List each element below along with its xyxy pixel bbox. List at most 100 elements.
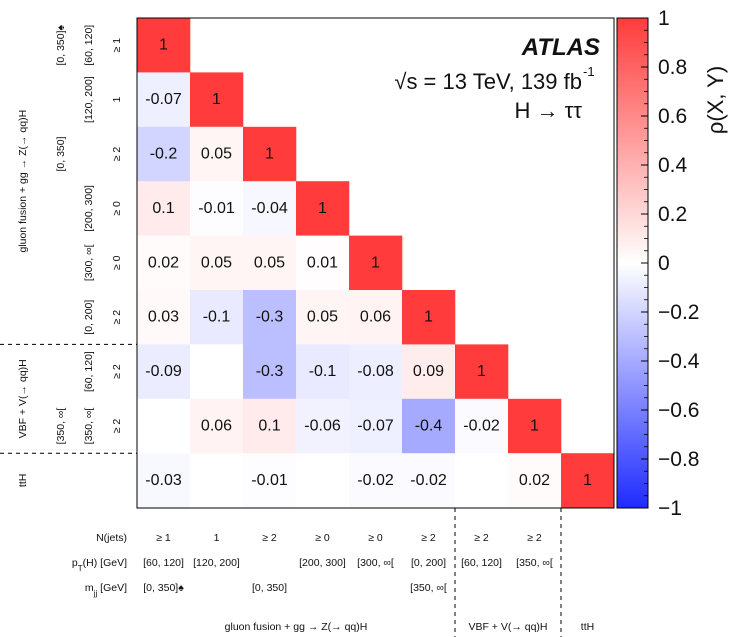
- matrix-cell: [296, 398, 350, 454]
- matrix-cell: [296, 181, 350, 236]
- matrix-cell-value: 0.05: [254, 254, 285, 271]
- matrix-cell-value: 1: [318, 200, 327, 217]
- colorbar-tick-label: 0.4: [658, 154, 688, 177]
- matrix-cell: [190, 398, 244, 454]
- colorbar-tick-label: −1: [658, 497, 682, 520]
- matrix-cell: [243, 181, 297, 236]
- bottom-pt-label: [350, ∞[: [516, 557, 553, 569]
- plot-annotation: ATLAS √s = 13 TeV, 139 fb -1 H → ττ: [394, 34, 600, 123]
- left-mjj-label: [0, 350]: [55, 136, 67, 171]
- bottom-group-label: gluon fusion + gg → Z(→ qq)H: [225, 621, 368, 633]
- matrix-cell: [137, 235, 191, 291]
- left-njets-label: ≥ 0: [111, 201, 123, 216]
- njets-axis-title: N(jets): [96, 532, 127, 544]
- pt-axis-title: pT(H) [GeV]: [72, 557, 127, 573]
- matrix-cell-value: -0.06: [304, 418, 341, 435]
- left-pt-label: [60, 120]: [83, 25, 95, 66]
- matrix-cell-value: 1: [212, 91, 221, 108]
- matrix-cell: [243, 126, 297, 182]
- matrix-cell-value: 0.09: [413, 363, 444, 380]
- left-group-label: VBF + V(→ qq)H: [17, 359, 29, 438]
- matrix-cell-value: -0.3: [256, 309, 284, 326]
- bottom-group-label: VBF + V(→ qq)H: [468, 621, 547, 633]
- matrix-cell: [349, 453, 403, 508]
- matrix-cell: [508, 453, 562, 508]
- matrix-cell-value: -0.01: [198, 200, 235, 217]
- matrix-cell-value: 0.05: [201, 146, 232, 163]
- matrix-cell-value: 0.01: [307, 254, 338, 271]
- matrix-cell: [296, 290, 350, 345]
- left-pt-label: [120, 200]: [83, 76, 95, 123]
- left-njets-label: ≥ 2: [111, 310, 123, 325]
- matrix-cell-value: -0.07: [357, 418, 394, 435]
- bottom-pt-label: [200, 300]: [299, 557, 346, 569]
- bottom-njets-label: ≥ 2: [262, 532, 277, 544]
- colorbar-tick-label: 0.8: [658, 56, 687, 79]
- bottom-njets-label: ≥ 2: [474, 532, 489, 544]
- left-njets-label: ≥ 0: [111, 255, 123, 270]
- left-group-label: gluon fusion + gg → Z(→ qq)H: [17, 110, 29, 253]
- matrix-cell-value: 0.02: [148, 254, 179, 271]
- left-njets-label: ≥ 2: [111, 364, 123, 379]
- bottom-mjj-label: [0, 350]♠: [143, 582, 184, 594]
- matrix-cell-value: -0.2: [150, 146, 178, 163]
- left-pt-label: [200, 300]: [83, 185, 95, 232]
- matrix-cell-value: 1: [159, 37, 168, 54]
- colorbar: 1 0.8 0.6 0.4 0.2 0 −0.2 −0.4 −0.6 −0.8 −1 ρ(X, Y): [616, 7, 728, 520]
- matrix-cell: [243, 453, 297, 508]
- left-pt-label: [350, ∞[: [83, 408, 95, 445]
- matrix-cell-value: -0.1: [203, 309, 231, 326]
- matrix-cell: [455, 398, 509, 454]
- process-label: H → ττ: [515, 98, 583, 123]
- bottom-mjj-label: [350, ∞[: [410, 582, 447, 594]
- group-separators: [0, 343, 562, 637]
- matrix-cell-value: 0.02: [519, 472, 550, 489]
- matrix-cell-value: 0.06: [360, 309, 391, 326]
- bottom-mjj-label: [0, 350]: [252, 582, 287, 594]
- left-njets-label: ≥ 2: [111, 147, 123, 162]
- matrix-cell-value: -0.09: [145, 363, 182, 380]
- left-axis-labels: ≥ 1 1 ≥ 2 ≥ 0 ≥ 0 ≥ 2 ≥ 2 ≥ 2 [60, 120] [120, 200…: [17, 24, 123, 487]
- matrix-cell-value: -0.02: [357, 472, 394, 489]
- bottom-njets-label: ≥ 2: [421, 532, 436, 544]
- matrix-cell-value: -0.01: [251, 472, 288, 489]
- matrix-cell-value: 1: [530, 418, 539, 435]
- matrix-cell: [455, 344, 509, 400]
- left-njets-label: 1: [111, 97, 123, 103]
- colorbar-tick-label: 0.6: [658, 105, 687, 128]
- matrix-cell-value: 0.06: [201, 418, 232, 435]
- matrix-cell: [243, 235, 297, 291]
- matrix-cell-value: -0.02: [463, 418, 500, 435]
- matrix-cell: [137, 290, 191, 345]
- left-mjj-label: [0, 350]♠: [55, 24, 67, 65]
- matrix-cell: [190, 235, 244, 291]
- matrix-cell-value: 1: [424, 309, 433, 326]
- mjj-axis-title: mjj [GeV]: [85, 582, 127, 598]
- bottom-njets-label: ≥ 2: [527, 532, 542, 544]
- matrix-cell: [190, 344, 244, 400]
- left-pt-label: [300, ∞[: [83, 244, 95, 281]
- matrix-cell: [349, 290, 403, 345]
- matrix-cell: [402, 290, 456, 345]
- matrix-cell: [137, 453, 191, 508]
- matrix-cell: [561, 453, 615, 508]
- matrix-cell-value: 0.05: [307, 309, 338, 326]
- matrix-cell: [402, 453, 456, 508]
- matrix-cell-value: 1: [477, 363, 486, 380]
- bottom-group-label: ttH: [581, 621, 594, 633]
- matrix-cells: 1 -0.07 1 -0.2 0.05 1 0.1 -0.01 -0.04 1 0.02 0.05 0.…: [137, 18, 615, 508]
- colorbar-tick-label: −0.6: [658, 399, 699, 422]
- plot-frame: [136, 17, 615, 509]
- matrix-cell: [296, 235, 350, 291]
- matrix-cell: [190, 72, 244, 128]
- bottom-pt-label: [120, 200]: [193, 557, 240, 569]
- matrix-cell: [137, 181, 191, 236]
- colorbar-tick-label: 0: [658, 252, 670, 275]
- colorbar-tick-label: 0.2: [658, 203, 687, 226]
- matrix-cell-value: -0.07: [145, 91, 182, 108]
- matrix-cell: [190, 290, 244, 345]
- matrix-cell: [243, 290, 297, 345]
- matrix-cell: [508, 398, 562, 454]
- matrix-cell: [190, 453, 244, 508]
